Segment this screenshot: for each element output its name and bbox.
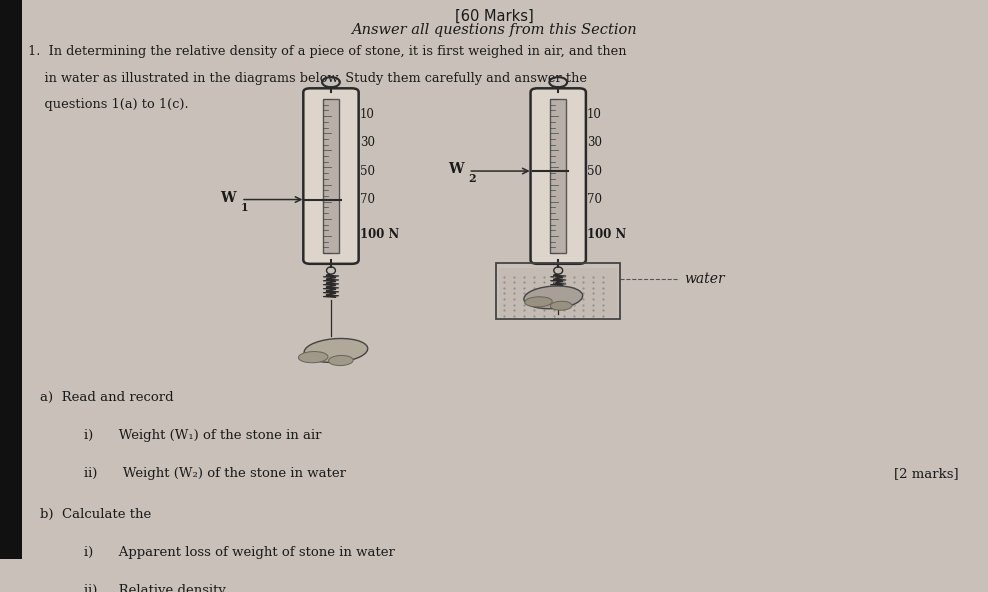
Text: 100 N: 100 N <box>587 229 626 242</box>
Text: W: W <box>220 191 236 205</box>
Text: 10: 10 <box>360 108 374 121</box>
Text: [60 Marks]: [60 Marks] <box>454 8 534 24</box>
Text: W: W <box>448 162 463 176</box>
FancyBboxPatch shape <box>303 88 359 264</box>
Text: water: water <box>684 272 725 287</box>
Text: ii)     Relative density.: ii) Relative density. <box>84 584 228 592</box>
Ellipse shape <box>550 301 572 310</box>
Ellipse shape <box>525 297 552 307</box>
Text: 100 N: 100 N <box>360 229 399 242</box>
Ellipse shape <box>524 286 583 309</box>
Text: 70: 70 <box>360 193 374 206</box>
Text: 30: 30 <box>360 136 374 149</box>
FancyBboxPatch shape <box>531 88 586 264</box>
Text: i)      Weight (W₁) of the stone in air: i) Weight (W₁) of the stone in air <box>84 429 321 442</box>
Text: ii)      Weight (W₂) of the stone in water: ii) Weight (W₂) of the stone in water <box>84 467 346 480</box>
Text: questions 1(a) to 1(c).: questions 1(a) to 1(c). <box>28 98 189 111</box>
Text: b)  Calculate the: b) Calculate the <box>40 507 151 520</box>
Text: i)      Apparent loss of weight of stone in water: i) Apparent loss of weight of stone in w… <box>84 546 395 558</box>
Text: 1: 1 <box>241 202 249 213</box>
Bar <box>499 268 617 317</box>
Text: 2: 2 <box>468 173 476 184</box>
Bar <box>323 99 339 253</box>
Text: 70: 70 <box>587 193 602 206</box>
Text: a)  Read and record: a) Read and record <box>40 391 173 404</box>
Bar <box>0 0 22 559</box>
Text: [2 marks]: [2 marks] <box>894 467 958 480</box>
Ellipse shape <box>298 352 328 363</box>
Text: Answer all questions from this Section: Answer all questions from this Section <box>351 24 637 37</box>
Text: 10: 10 <box>587 108 602 121</box>
Text: in water as illustrated in the diagrams below. Study them carefully and answer t: in water as illustrated in the diagrams … <box>28 72 587 85</box>
Ellipse shape <box>304 339 368 362</box>
Ellipse shape <box>329 355 353 366</box>
Text: 50: 50 <box>587 165 602 178</box>
Bar <box>496 263 620 318</box>
Bar <box>550 99 566 253</box>
Text: 50: 50 <box>360 165 374 178</box>
Text: 1.  In determining the relative density of a piece of stone, it is first weighed: 1. In determining the relative density o… <box>28 45 626 57</box>
Text: 30: 30 <box>587 136 602 149</box>
